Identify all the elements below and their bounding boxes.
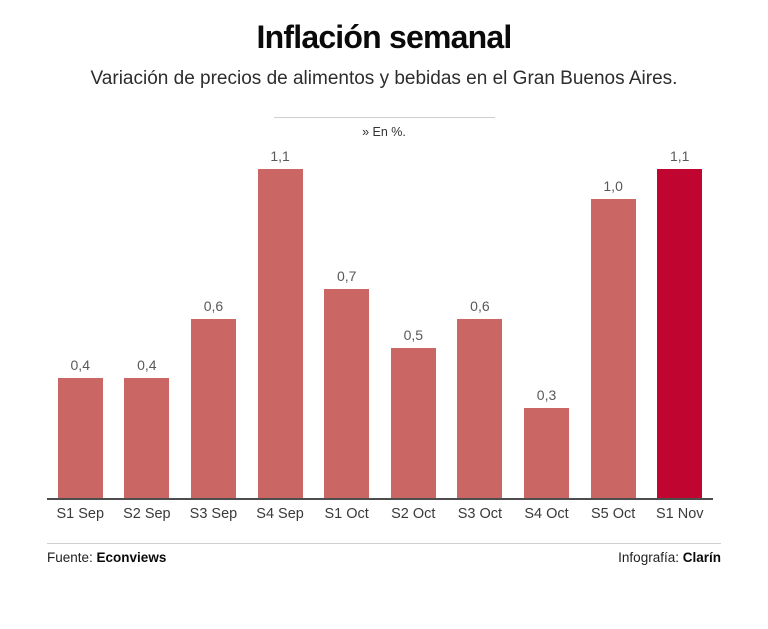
bar-column-s3-oct: 0,6 bbox=[447, 145, 514, 499]
source-value: Econviews bbox=[96, 550, 167, 566]
bar-value-label: 0,6 bbox=[470, 298, 490, 315]
bar-value-label: 0,4 bbox=[70, 357, 90, 374]
bar-value-label: 1,0 bbox=[603, 178, 623, 195]
bar-column-s3-sep: 0,6 bbox=[180, 145, 247, 499]
credit-label: Infografía: bbox=[618, 550, 679, 566]
x-tick-label: S2 Oct bbox=[391, 506, 436, 523]
x-tick-label: S2 Sep bbox=[123, 506, 171, 523]
infographic-canvas: Inflación semanal Variación de precios d… bbox=[0, 19, 768, 629]
bar-column-s1-sep: 0,4 bbox=[47, 145, 114, 499]
infographic-credit: Infografía: Clarín bbox=[618, 550, 721, 565]
bar-column-s5-oct: 1,0 bbox=[580, 145, 647, 499]
bar-chart: 0,4 0,4 0,6 1,1 0,7 0,5 0,6 0,3 1,0 1,1 S1 Sep S2 … bbox=[47, 145, 713, 522]
chart-title: Inflación semanal bbox=[256, 19, 513, 55]
bar-value-label: 0,4 bbox=[137, 357, 157, 374]
bar-highlighted bbox=[657, 169, 703, 499]
bar bbox=[190, 319, 236, 499]
bar bbox=[524, 408, 570, 499]
header-divider bbox=[273, 117, 495, 119]
x-tick-label: S1 Nov bbox=[655, 506, 704, 523]
bar-value-label: 0,6 bbox=[203, 298, 224, 315]
x-axis-labels: S1 Sep S2 Sep S3 Sep S4 Sep S1 Oct S2 Oct S3 O… bbox=[47, 506, 713, 522]
x-tick-label: S1 Oct bbox=[324, 506, 369, 523]
bar bbox=[257, 169, 303, 499]
bar-value-label: 0,3 bbox=[536, 387, 557, 404]
bar bbox=[324, 289, 370, 499]
x-tick-label: S3 Sep bbox=[189, 506, 238, 523]
bar-value-label: 0,5 bbox=[403, 327, 424, 344]
plot-area: 0,4 0,4 0,6 1,1 0,7 0,5 0,6 0,3 1,0 1,1 bbox=[47, 145, 713, 501]
x-tick-label: S5 Oct bbox=[590, 506, 636, 523]
bar-value-label: 1,1 bbox=[670, 148, 690, 165]
bar bbox=[457, 319, 503, 499]
bar bbox=[57, 378, 103, 499]
x-tick-label: S4 Oct bbox=[524, 506, 569, 523]
chart-footer: Fuente: Econviews Infografía: Clarín bbox=[47, 543, 721, 565]
x-tick-label: S1 Sep bbox=[56, 506, 105, 523]
bar-value-label: 0,7 bbox=[336, 268, 357, 285]
bar bbox=[124, 378, 170, 499]
bar-column-s4-oct: 0,3 bbox=[513, 145, 580, 499]
unit-note: » En %. bbox=[362, 125, 406, 140]
bar bbox=[590, 199, 636, 499]
bar-column-s4-sep: 1,1 bbox=[247, 145, 314, 499]
bar-column-s1-oct: 0,7 bbox=[313, 145, 380, 499]
chart-subtitle: Variación de precios de alimentos y bebi… bbox=[90, 67, 678, 89]
bar-column-s1-nov: 1,1 bbox=[646, 145, 713, 499]
bar-column-s2-oct: 0,5 bbox=[380, 145, 447, 499]
source-credit: Fuente: Econviews bbox=[47, 550, 166, 565]
source-label: Fuente: bbox=[47, 550, 93, 566]
credit-value: Clarín bbox=[682, 550, 721, 566]
bar-value-label: 1,1 bbox=[270, 148, 290, 165]
bar bbox=[390, 348, 436, 499]
x-tick-label: S3 Oct bbox=[457, 506, 503, 523]
x-tick-label: S4 Sep bbox=[256, 506, 304, 523]
chart-header: Inflación semanal Variación de precios d… bbox=[0, 19, 768, 140]
bar-column-s2-sep: 0,4 bbox=[114, 145, 181, 499]
